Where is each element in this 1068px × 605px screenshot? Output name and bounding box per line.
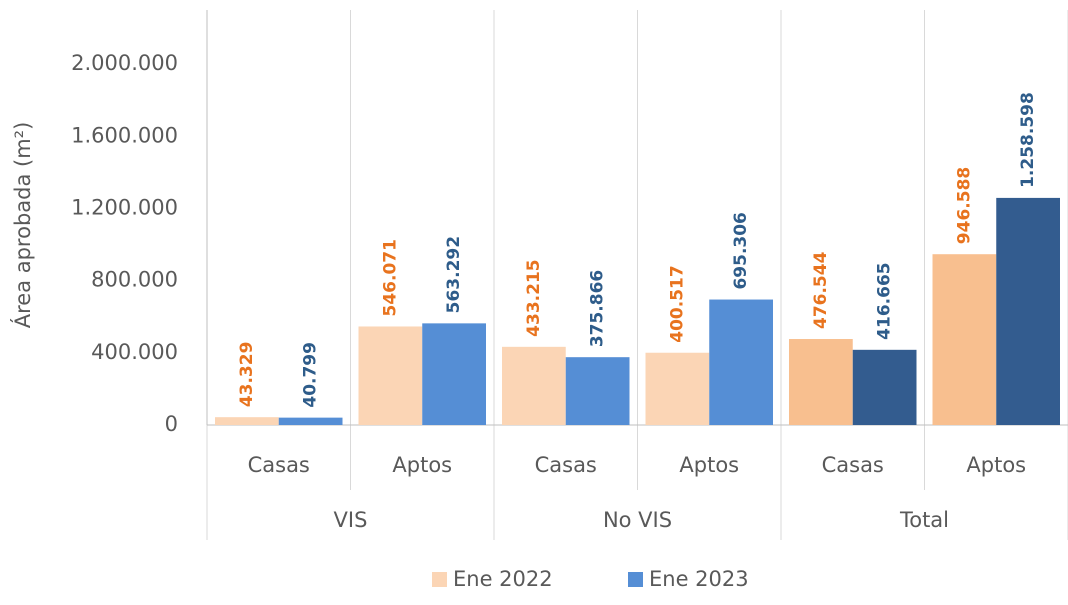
group-label: No VIS bbox=[603, 508, 672, 532]
value-label: 563.292 bbox=[444, 236, 464, 313]
y-tick-label: 800.000 bbox=[91, 268, 178, 292]
group-label: VIS bbox=[334, 508, 368, 532]
legend-label: Ene 2023 bbox=[649, 567, 749, 591]
y-axis-label: Área aprobada (m²) bbox=[10, 122, 35, 329]
bar bbox=[358, 326, 423, 425]
value-label: 433.215 bbox=[524, 259, 544, 336]
value-label: 375.866 bbox=[588, 270, 608, 347]
bar bbox=[789, 339, 853, 425]
bar bbox=[565, 357, 630, 425]
bar bbox=[278, 417, 343, 425]
y-tick-label: 0 bbox=[165, 412, 178, 436]
value-label: 43.329 bbox=[237, 342, 257, 408]
bar bbox=[852, 349, 917, 425]
x-tick-label: Aptos bbox=[966, 453, 1026, 477]
legend-swatch bbox=[432, 572, 447, 587]
value-label: 1.258.598 bbox=[1018, 92, 1038, 188]
value-label: 400.517 bbox=[667, 265, 687, 342]
bar bbox=[932, 254, 997, 425]
x-tick-label: Casas bbox=[248, 453, 310, 477]
y-tick-label: 1.600.000 bbox=[71, 123, 178, 147]
value-label: 40.799 bbox=[301, 342, 321, 408]
legend-swatch bbox=[628, 572, 643, 587]
x-tick-label: Aptos bbox=[392, 453, 452, 477]
y-tick-label: 1.200.000 bbox=[71, 195, 178, 219]
y-tick-label: 400.000 bbox=[91, 340, 178, 364]
value-label: 546.071 bbox=[380, 239, 400, 316]
bar bbox=[422, 323, 486, 425]
bar bbox=[709, 299, 773, 425]
value-label: 476.544 bbox=[811, 251, 831, 329]
group-label: Total bbox=[899, 508, 949, 532]
y-tick-label: 2.000.000 bbox=[71, 51, 178, 75]
value-label: 416.665 bbox=[875, 262, 895, 339]
x-tick-label: Casas bbox=[822, 453, 884, 477]
bar bbox=[996, 197, 1060, 425]
bar bbox=[645, 352, 710, 425]
legend-label: Ene 2022 bbox=[453, 567, 553, 591]
bar bbox=[215, 417, 279, 425]
value-label: 946.588 bbox=[954, 167, 974, 244]
bar bbox=[502, 346, 566, 425]
x-tick-label: Casas bbox=[535, 453, 597, 477]
x-tick-label: Aptos bbox=[679, 453, 739, 477]
value-label: 695.306 bbox=[731, 212, 751, 289]
